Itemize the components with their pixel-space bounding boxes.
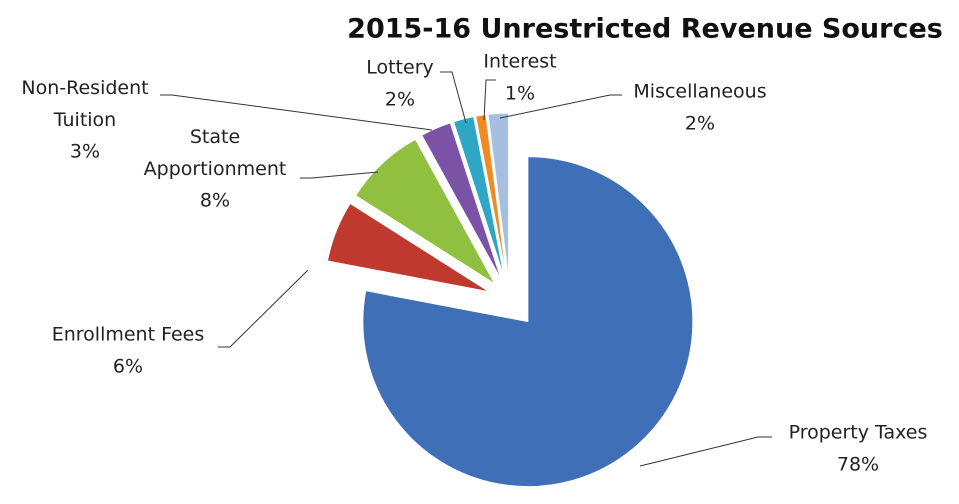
slice-label: Lottery (366, 57, 434, 79)
value-label: 6% (113, 356, 143, 378)
chart-title: 2015-16 Unrestricted Revenue Sources (347, 14, 943, 45)
slice-label: Enrollment Fees (52, 324, 205, 346)
leader-line (160, 94, 433, 131)
leader-line (483, 79, 496, 121)
slice-label: Interest (483, 51, 556, 73)
pie-slice (421, 122, 502, 281)
value-label: 3% (70, 141, 100, 163)
pie-slice (475, 114, 508, 279)
leader-line (218, 269, 309, 348)
leader-line (499, 94, 622, 119)
leader-line (300, 171, 379, 179)
slice-label: Non-Resident Tuition (21, 77, 148, 131)
leader-line (639, 436, 772, 467)
value-label: 78% (837, 454, 879, 476)
pie-slice (354, 138, 496, 285)
value-label: 8% (200, 190, 230, 212)
value-label: 2% (385, 89, 415, 111)
slice-label: Property Taxes (789, 422, 928, 444)
leader-line (440, 71, 467, 124)
pie-slice (487, 112, 510, 279)
pie-slice (326, 202, 490, 293)
value-label: 2% (685, 113, 715, 135)
pie-slice (452, 116, 506, 279)
value-label: 1% (505, 83, 535, 105)
slice-label: State Apportionment (144, 126, 287, 180)
pie-slice (362, 156, 694, 488)
slice-label: Miscellaneous (633, 81, 766, 103)
